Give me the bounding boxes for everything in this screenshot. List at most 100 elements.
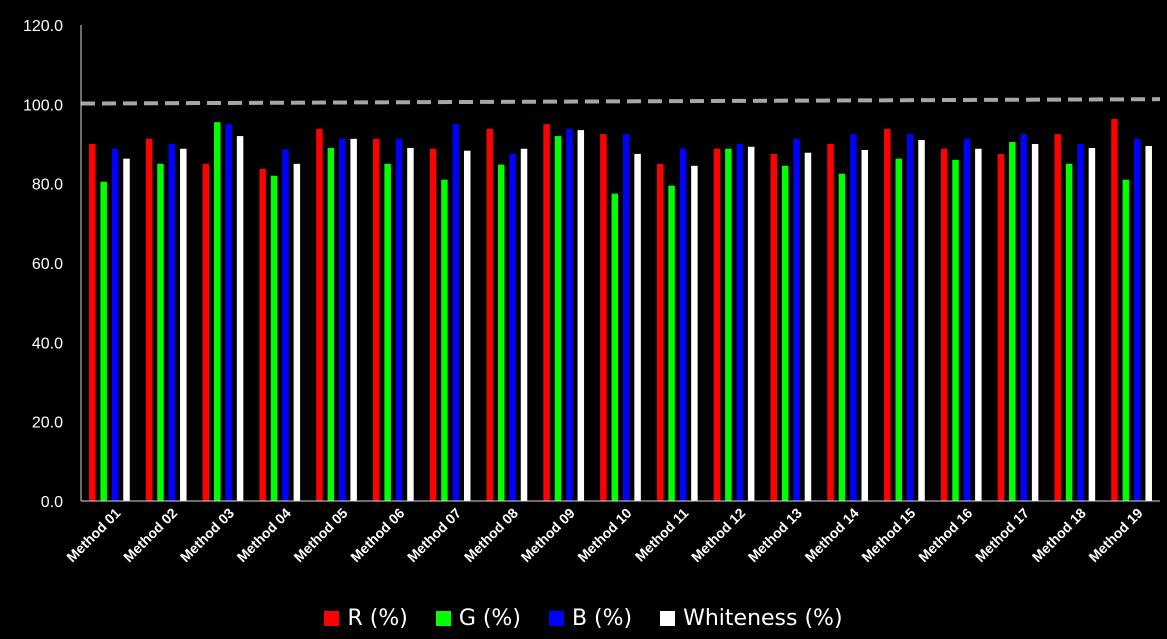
bar-whiteness <box>634 153 641 501</box>
reference-line <box>80 97 1161 106</box>
x-tick-label: Method 09 <box>518 505 578 565</box>
bar-whiteness <box>180 148 187 501</box>
bar-g <box>441 179 448 501</box>
x-tick-label: Method 17 <box>972 505 1032 565</box>
x-tick-label: Method 11 <box>632 505 692 565</box>
bar-r <box>600 134 607 502</box>
bar-whiteness <box>123 158 130 501</box>
bar-r <box>89 144 96 501</box>
bar-whiteness <box>577 130 585 501</box>
axes <box>80 25 1160 502</box>
bar-b <box>679 148 687 501</box>
bar-r <box>940 148 948 501</box>
bar-g <box>384 163 391 502</box>
legend-item-g: G (%) <box>435 605 521 631</box>
bar-g <box>725 148 732 501</box>
bar-whiteness <box>1031 144 1039 501</box>
x-tick-label: Method 04 <box>234 505 294 565</box>
legend-item-whiteness: Whiteness (%) <box>660 605 843 631</box>
bar-r <box>656 163 664 502</box>
legend-item-r: R (%) <box>324 605 408 631</box>
bar-b <box>566 128 573 501</box>
bar-b <box>963 138 971 502</box>
bar-b <box>452 124 460 502</box>
legend-item-b: B (%) <box>548 605 633 631</box>
legend: R (%) G (%) B (%) Whiteness (%) <box>0 602 1167 634</box>
bar-g <box>895 158 902 501</box>
bar-b <box>339 138 346 502</box>
bar-whiteness <box>293 163 301 502</box>
bar-g <box>554 136 562 502</box>
legend-label-g: G (%) <box>458 605 521 631</box>
legend-label-whiteness: Whiteness (%) <box>683 605 843 631</box>
bar-whiteness <box>463 150 471 501</box>
bar-r <box>372 138 380 502</box>
bar-b <box>1020 134 1027 502</box>
bar-r <box>997 153 1005 501</box>
x-tick-label: Method 19 <box>1085 505 1145 565</box>
y-tick-label: 20.0 <box>32 415 63 432</box>
bars <box>89 119 1152 502</box>
bar-whiteness <box>918 140 925 502</box>
bar-whiteness <box>975 148 982 501</box>
bar-whiteness <box>350 138 357 502</box>
x-tick-label: Method 15 <box>858 505 918 565</box>
bar-r <box>486 128 494 501</box>
x-tick-label: Method 16 <box>915 505 975 565</box>
bar-g <box>327 147 335 501</box>
bar-b <box>395 138 403 502</box>
legend-swatch-whiteness <box>660 610 676 626</box>
bar-whiteness <box>804 152 812 501</box>
bar-g <box>611 193 619 502</box>
bar-g <box>497 164 505 502</box>
bar-g <box>214 122 221 501</box>
bar-b <box>736 144 744 501</box>
bar-r <box>770 153 778 501</box>
bar-r <box>202 163 210 502</box>
bar-b <box>906 134 914 502</box>
bar-g <box>1009 142 1016 501</box>
x-tick-label: Method 07 <box>404 505 464 565</box>
bar-r <box>713 148 721 501</box>
x-tick-label: Method 06 <box>347 505 407 565</box>
y-tick-label: 0.0 <box>41 494 63 511</box>
bar-b <box>282 149 289 501</box>
bar-b <box>509 153 516 501</box>
legend-label-r: R (%) <box>347 605 408 631</box>
bar-g <box>781 165 789 502</box>
bar-r <box>1111 119 1118 501</box>
y-tick-label: 120.0 <box>23 18 63 35</box>
bar-whiteness <box>861 149 869 501</box>
x-tick-label: Method 08 <box>461 505 521 565</box>
bar-r <box>259 168 266 502</box>
bar-whiteness <box>691 165 698 502</box>
y-tick-label: 60.0 <box>32 256 63 273</box>
bar-b <box>168 144 176 501</box>
x-tick-label: Method 14 <box>802 505 862 565</box>
y-tick-label: 80.0 <box>32 177 63 194</box>
bar-r <box>884 128 891 501</box>
legend-label-b: B (%) <box>571 605 633 631</box>
bar-whiteness <box>747 146 755 501</box>
bar-g <box>952 159 959 501</box>
bar-g <box>100 181 107 501</box>
legend-swatch-r <box>324 610 340 626</box>
x-tick-label: Method 18 <box>1029 505 1089 565</box>
bar-whiteness <box>407 147 414 501</box>
bar-b <box>1077 144 1084 501</box>
y-tick-label: 40.0 <box>32 335 63 352</box>
bar-r <box>827 144 834 501</box>
bar-r <box>316 128 323 501</box>
bar-r <box>543 124 550 502</box>
bar-whiteness <box>1145 145 1152 501</box>
bar-r <box>145 138 153 502</box>
bar-whiteness <box>236 136 244 502</box>
bar-g <box>270 175 278 501</box>
bar-b <box>1134 138 1141 502</box>
bar-whiteness <box>1088 147 1096 501</box>
x-tick-label: Method 03 <box>177 505 237 565</box>
bar-g <box>157 163 164 502</box>
bar-whiteness <box>520 148 528 501</box>
